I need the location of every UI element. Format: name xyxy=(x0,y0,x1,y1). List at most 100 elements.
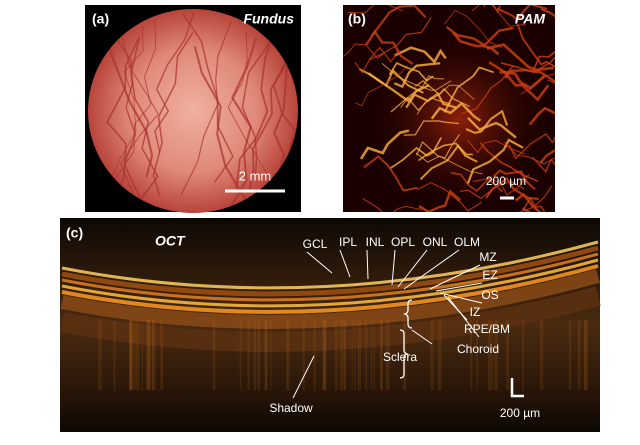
vessel xyxy=(460,180,525,200)
vessel xyxy=(113,19,157,181)
vessel xyxy=(418,189,462,212)
retina-layer xyxy=(61,258,599,308)
layer-label: OS xyxy=(481,288,498,302)
vessel xyxy=(116,38,141,199)
sclera-label: Sclera xyxy=(383,350,417,364)
vessel xyxy=(419,144,478,181)
vessel xyxy=(354,65,409,107)
vessel xyxy=(358,68,424,94)
scale-bar-label: 2 mm xyxy=(239,168,272,183)
layer-pointer xyxy=(391,249,396,286)
panel-label: (a) xyxy=(92,11,109,27)
vessel xyxy=(443,9,503,48)
layer-pointer xyxy=(439,292,483,304)
layer-pointer xyxy=(339,249,351,278)
vessel xyxy=(520,73,555,95)
vessel xyxy=(443,66,494,113)
vessel xyxy=(500,56,555,74)
vessel xyxy=(343,43,384,59)
vessel xyxy=(388,62,434,82)
vessel xyxy=(181,12,234,183)
vessel xyxy=(108,28,154,178)
vessel xyxy=(514,192,542,212)
retina-layer xyxy=(60,286,601,352)
vessel xyxy=(551,51,555,55)
scale-bar-label: 200 µm xyxy=(500,406,540,420)
vessel xyxy=(369,17,432,61)
retina-layer xyxy=(61,252,599,302)
vessel xyxy=(154,11,195,153)
retina-layer xyxy=(60,269,600,329)
vessel xyxy=(365,29,414,65)
vessel xyxy=(359,129,410,160)
layer-pointer xyxy=(403,249,460,290)
vessel xyxy=(486,43,554,72)
vessel xyxy=(367,72,430,103)
vessel xyxy=(108,26,144,185)
vessel xyxy=(472,173,530,196)
vessel xyxy=(465,109,509,134)
vessel xyxy=(540,7,555,18)
vessel xyxy=(120,38,159,197)
vessel xyxy=(416,182,482,212)
vessel xyxy=(488,61,550,102)
layer-pointer xyxy=(447,296,480,338)
vessel xyxy=(389,137,442,170)
layer-pointer xyxy=(435,282,483,292)
vessel xyxy=(403,120,459,136)
vessel xyxy=(461,65,514,114)
scale-bar xyxy=(510,378,524,398)
vessel xyxy=(106,36,141,205)
vessel xyxy=(445,25,514,47)
layer-label: MZ xyxy=(479,250,496,264)
layer-label: EZ xyxy=(482,268,497,282)
pam-vessels xyxy=(343,5,555,212)
layer-pointer xyxy=(397,249,428,288)
vessel xyxy=(452,31,500,56)
vessel xyxy=(540,5,542,6)
retina-layer xyxy=(61,245,599,297)
retina-layer xyxy=(61,240,599,290)
vessel xyxy=(354,46,400,74)
vessel xyxy=(394,46,447,65)
vessel xyxy=(516,23,555,68)
vessel xyxy=(467,116,517,139)
layer-label: OLM xyxy=(454,235,480,249)
vessel xyxy=(227,31,278,193)
vessel xyxy=(466,138,524,184)
vessel xyxy=(193,45,263,213)
vessel xyxy=(531,156,555,173)
vessel xyxy=(450,171,504,193)
vessel xyxy=(467,139,526,155)
vessel xyxy=(370,5,427,37)
shadow-pointer xyxy=(292,355,315,399)
vessel xyxy=(471,5,526,27)
vessel xyxy=(348,5,404,14)
layer-label: OPL xyxy=(391,235,415,249)
sclera-brace xyxy=(399,329,410,379)
vessel xyxy=(235,28,277,190)
choroid-pointer xyxy=(411,329,433,345)
panel-title: PAM xyxy=(515,11,545,27)
retina-layer xyxy=(61,264,599,314)
vessel xyxy=(539,148,555,164)
choroid-label: Choroid xyxy=(457,342,499,356)
vessel xyxy=(496,5,548,22)
vessel xyxy=(504,69,555,83)
vessel xyxy=(414,80,470,108)
layer-label: GCL xyxy=(303,237,328,251)
vessel xyxy=(517,185,553,212)
vessel xyxy=(390,96,451,113)
vessel xyxy=(363,155,418,192)
vessel xyxy=(479,141,539,183)
shadow-label: Shadow xyxy=(269,401,313,415)
vessel xyxy=(508,133,555,160)
layer-label: ONL xyxy=(423,235,448,249)
vessel xyxy=(504,142,555,165)
vessel xyxy=(241,23,278,180)
vessel xyxy=(152,32,194,197)
layer-label: RPE/BM xyxy=(464,322,510,336)
layer-label: IZ xyxy=(470,305,481,319)
